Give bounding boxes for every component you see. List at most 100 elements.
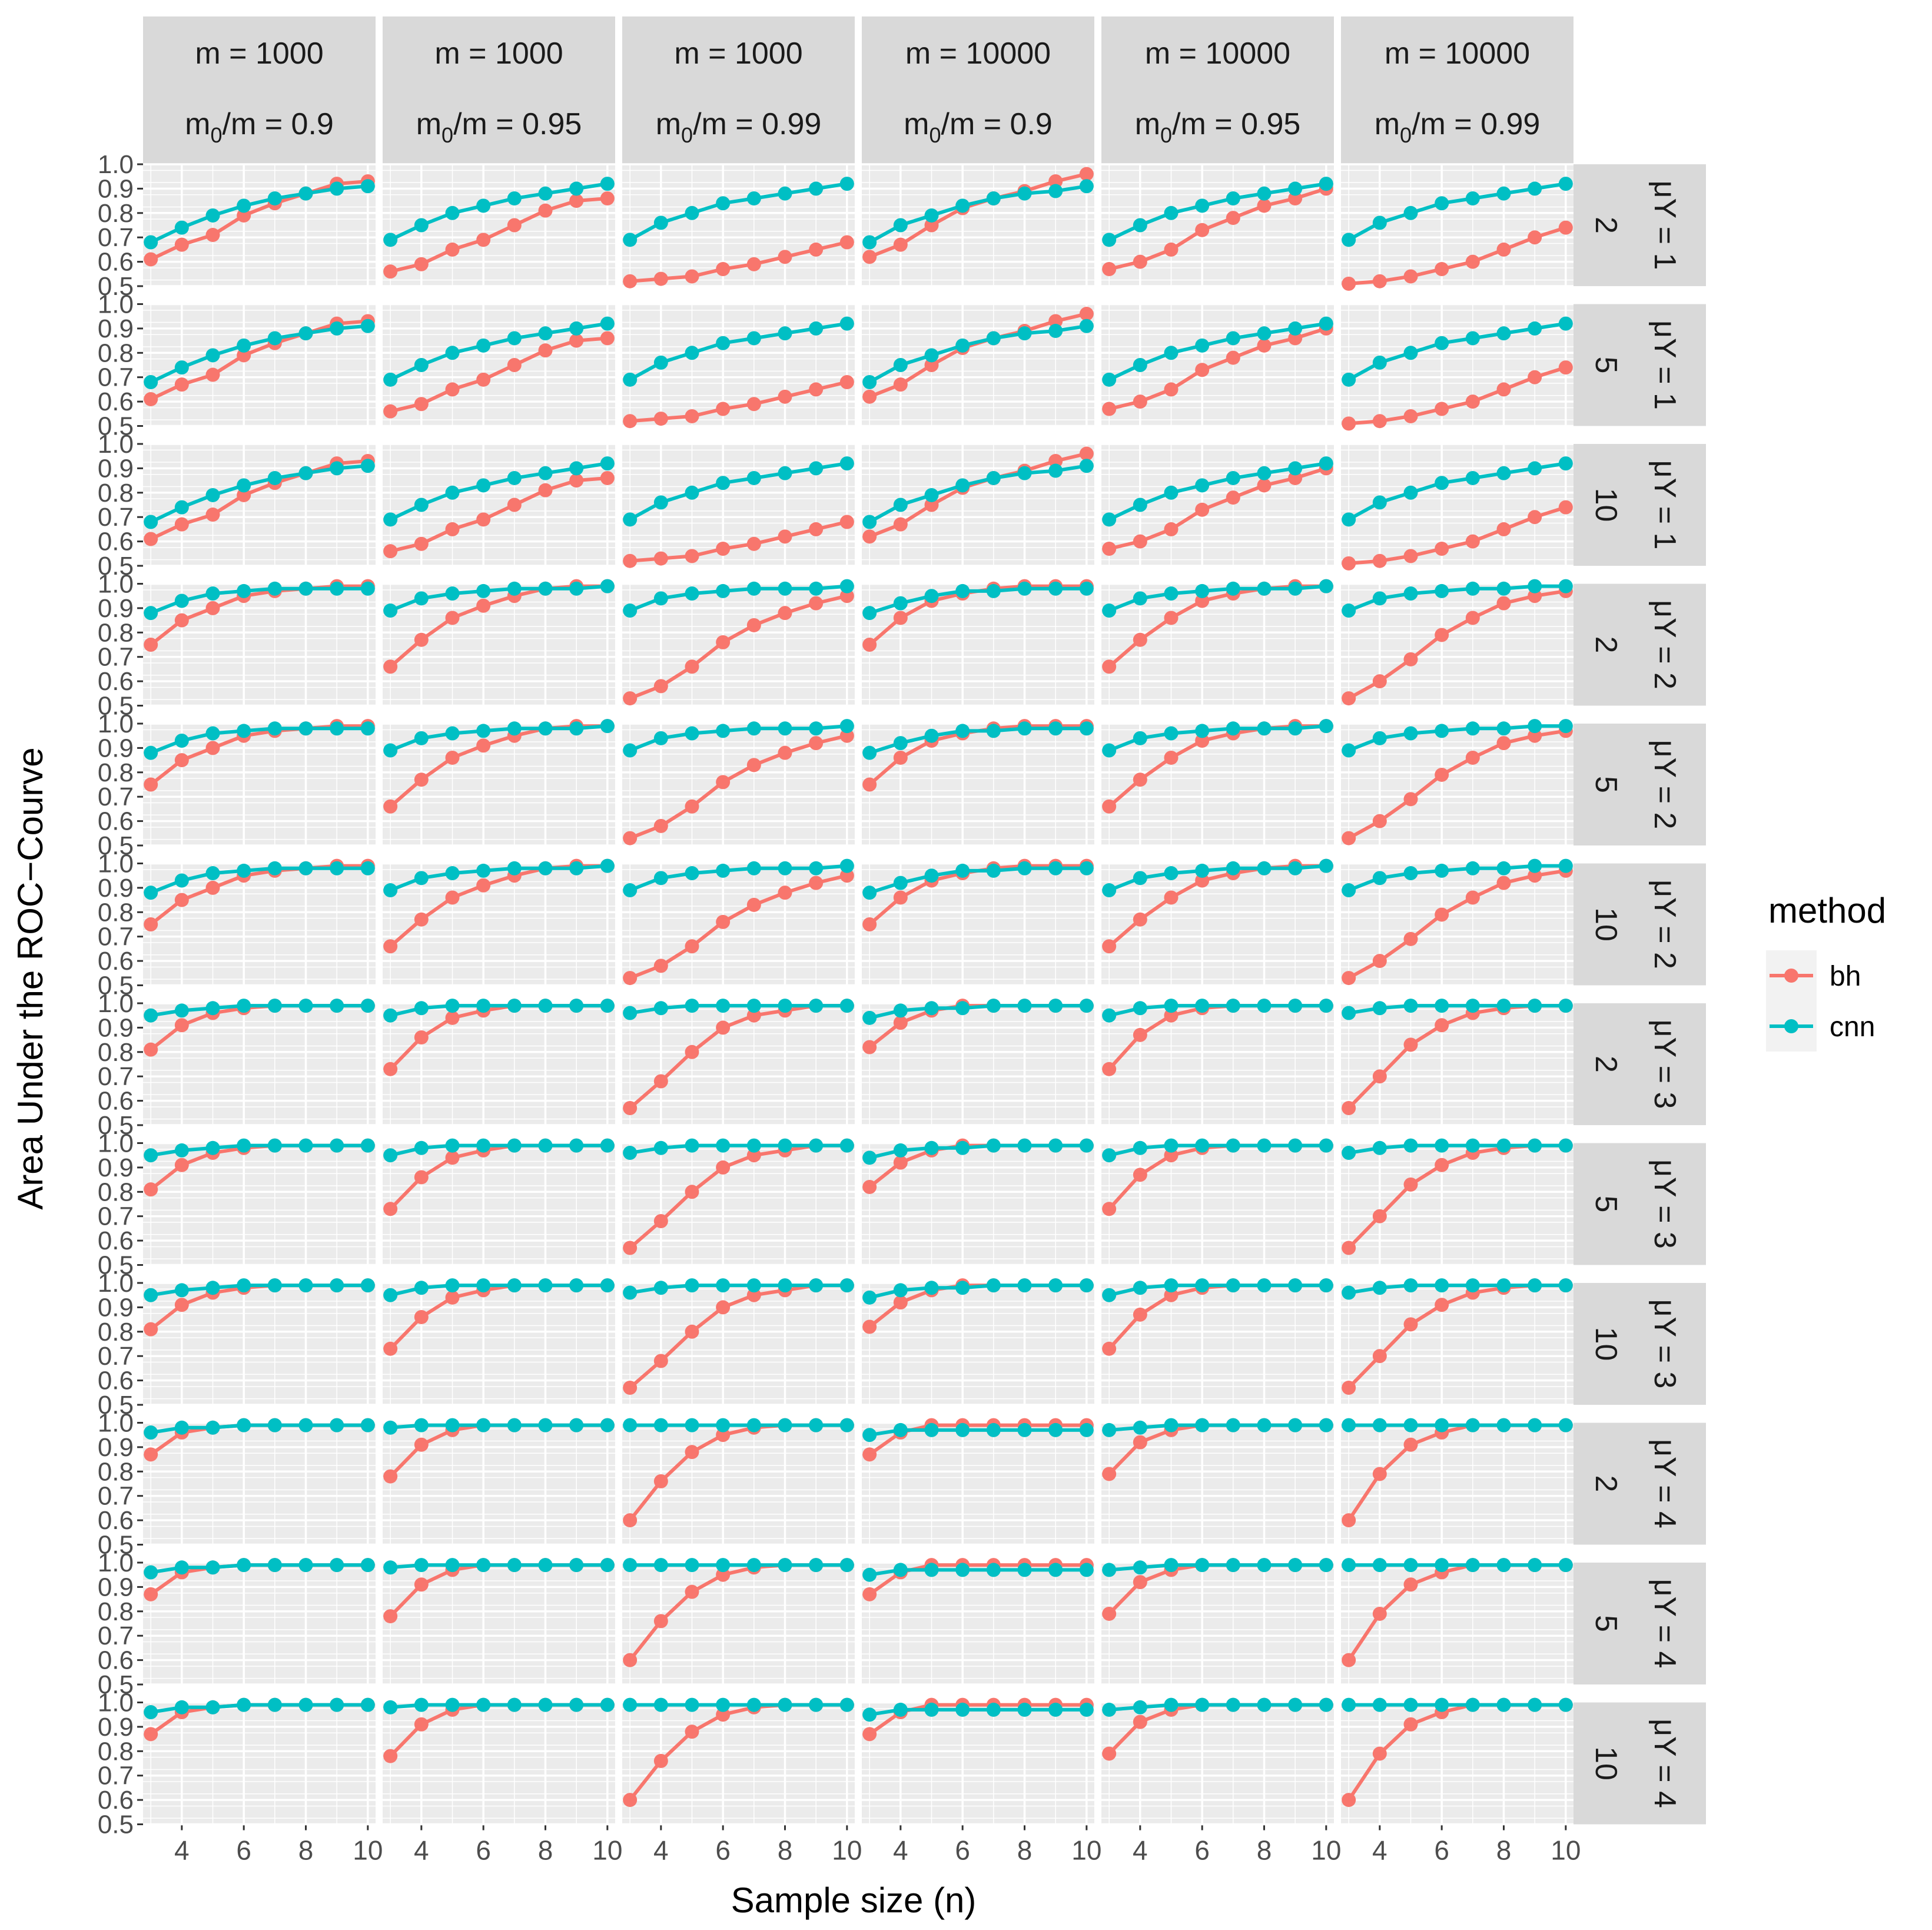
cnn-point <box>174 1700 189 1715</box>
cnn-point <box>1319 316 1333 331</box>
cnn-point <box>986 999 1001 1013</box>
cnn-point <box>414 218 429 233</box>
cnn-point <box>476 198 491 213</box>
bh-point <box>924 498 939 512</box>
y-tick-label: 1.0 <box>98 570 134 599</box>
y-tick-label: 0.7 <box>98 363 134 392</box>
cnn-point <box>330 181 344 196</box>
cnn-point <box>893 1003 908 1018</box>
cnn-point <box>839 177 854 191</box>
bh-point <box>862 389 877 404</box>
bh-point <box>1164 1008 1179 1023</box>
cnn-point <box>986 724 1001 738</box>
bh-point <box>1496 876 1511 890</box>
cnn-point <box>1435 1418 1449 1432</box>
cnn-point <box>1048 999 1063 1013</box>
bh-point <box>1342 971 1356 986</box>
bh-point <box>685 1445 699 1460</box>
cnn-point <box>893 498 908 512</box>
cnn-point <box>986 331 1001 346</box>
cnn-point <box>205 1700 220 1715</box>
bh-point <box>1195 733 1210 748</box>
cnn-point <box>174 360 189 375</box>
bh-point <box>414 1309 429 1324</box>
cnn-point <box>330 721 344 736</box>
bh-point <box>174 1298 189 1312</box>
cnn-point <box>1257 999 1272 1013</box>
cnn-point <box>507 581 522 596</box>
x-tick-label: 6 <box>955 1835 970 1866</box>
bh-point <box>1342 1513 1356 1528</box>
bh-point <box>893 750 908 765</box>
bh-point <box>809 876 824 890</box>
column-strip <box>143 16 376 164</box>
bh-point <box>1164 522 1179 536</box>
bh-point <box>623 1513 638 1528</box>
cnn-point <box>778 861 792 876</box>
cnn-point <box>653 215 668 230</box>
panel <box>622 1138 855 1266</box>
cnn-point <box>1288 1418 1303 1432</box>
cnn-point <box>1079 1563 1094 1577</box>
cnn-point <box>1465 861 1480 876</box>
bh-point <box>507 358 522 372</box>
bh-point <box>445 1010 460 1025</box>
bh-point <box>653 271 668 286</box>
y-tick-label: 0.7 <box>98 643 134 672</box>
cnn-point <box>685 726 699 741</box>
cnn-point <box>569 461 584 476</box>
cnn-point <box>1558 858 1573 873</box>
bh-point <box>414 632 429 647</box>
row-strip <box>1559 1422 1706 1545</box>
cnn-point <box>1465 470 1480 485</box>
cnn-point <box>1017 999 1032 1013</box>
bh-point <box>205 228 220 243</box>
cnn-point <box>1017 1138 1032 1153</box>
cnn-point <box>1528 1418 1542 1432</box>
cnn-point <box>507 191 522 205</box>
cnn-point <box>1496 1558 1511 1573</box>
cnn-point <box>330 1558 344 1573</box>
cnn-point <box>267 1138 282 1153</box>
y-tick-label: 0.8 <box>98 1597 134 1626</box>
panel <box>1101 303 1334 427</box>
cnn-point <box>1342 1418 1356 1432</box>
row-strip-mu: μY = 2 <box>1648 880 1682 969</box>
cnn-point <box>685 205 699 220</box>
cnn-point <box>507 1697 522 1712</box>
cnn-point <box>653 591 668 606</box>
panel <box>1101 1278 1334 1406</box>
bh-point <box>383 1062 398 1076</box>
cnn-point <box>1372 1281 1387 1295</box>
panel <box>1341 999 1574 1126</box>
bh-point <box>1465 394 1480 409</box>
y-tick-label: 0.8 <box>98 339 134 367</box>
bh-point <box>685 1324 699 1339</box>
panel <box>383 999 615 1126</box>
bh-point <box>1372 274 1387 288</box>
row-strip-mu: μY = 3 <box>1648 1159 1682 1249</box>
bh-point <box>205 367 220 382</box>
cnn-point <box>569 1418 584 1432</box>
bh-point <box>746 1008 761 1023</box>
cnn-point <box>1133 731 1147 745</box>
bh-point <box>538 483 553 498</box>
bh-point <box>1133 632 1147 647</box>
cnn-point <box>538 861 553 876</box>
cnn-point <box>1288 181 1303 196</box>
bh-point <box>383 1749 398 1763</box>
cnn-point <box>538 1418 553 1432</box>
cnn-point <box>685 346 699 360</box>
cnn-point <box>716 1697 731 1712</box>
cnn-point <box>839 858 854 873</box>
bh-point <box>893 237 908 252</box>
y-tick-label: 0.7 <box>98 782 134 811</box>
cnn-point <box>685 999 699 1013</box>
panel <box>862 858 1094 987</box>
cnn-point <box>1403 1697 1418 1712</box>
cnn-point <box>1079 179 1094 194</box>
column-strip-ratio: m0/m = 0.9 <box>185 107 334 147</box>
bh-point <box>144 1322 158 1337</box>
x-tick-label: 6 <box>476 1835 491 1866</box>
cnn-point <box>986 1422 1001 1437</box>
